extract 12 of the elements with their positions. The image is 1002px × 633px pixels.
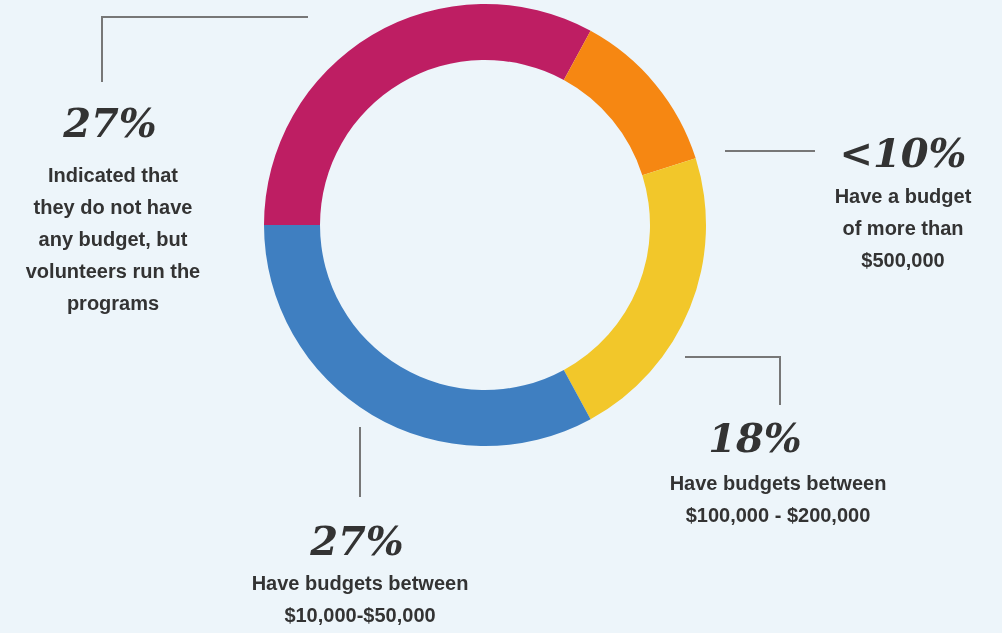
- slice-label: Have budgets between $10,000-$50,000: [251, 572, 469, 626]
- donut-slice: [563, 30, 696, 176]
- data-label: 18%: [708, 414, 802, 461]
- slice-label: Indicated that they do not have any budget, but volunteers run the programs: [25, 164, 201, 314]
- donut-slice: [264, 4, 591, 225]
- data-label: 27%: [62, 99, 157, 146]
- data-label: <10%: [839, 129, 967, 176]
- slice-label: Have a budget of more than $500,000: [834, 185, 972, 271]
- data-label: 27%: [309, 517, 404, 564]
- slice-label: Have budgets between $100,000 - $200,000: [669, 472, 887, 526]
- donut-slice: [264, 225, 591, 446]
- donut-slice: [563, 158, 706, 420]
